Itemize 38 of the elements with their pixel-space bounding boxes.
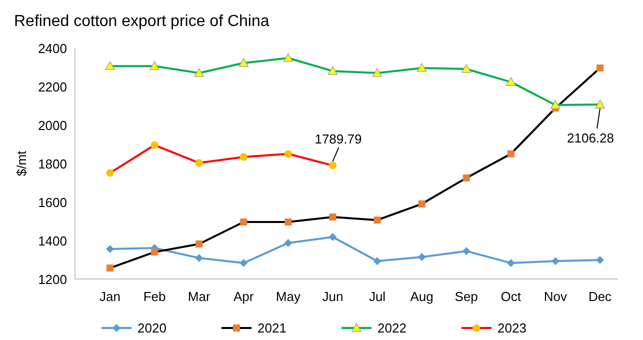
y-tick-label: 1400 xyxy=(38,234,67,248)
y-tick-label: 2400 xyxy=(38,41,67,56)
point xyxy=(284,239,292,248)
annotation: 1789.79 xyxy=(314,131,362,146)
y-tick-label: 1200 xyxy=(38,272,67,287)
y-tick-label: 1800 xyxy=(38,156,67,172)
x-tick-label: May xyxy=(276,289,301,304)
x-tick-label: Jan xyxy=(100,289,120,304)
chart-title: Refined cotton export price of China xyxy=(14,13,270,30)
x-tick-label: Jun xyxy=(322,289,344,304)
x-tick-label: Apr xyxy=(234,289,254,304)
x-tick-label: Oct xyxy=(500,289,522,304)
annotation: 2106.28 xyxy=(567,130,614,146)
point xyxy=(106,244,114,253)
x-tick-label: Jul xyxy=(368,289,386,304)
point xyxy=(373,257,382,266)
y-tick-label: 2200 xyxy=(38,80,67,94)
legend-label: 2020 xyxy=(138,320,166,336)
point xyxy=(418,253,426,262)
point xyxy=(506,259,515,268)
x-tick-label: Aug xyxy=(410,289,434,304)
legend-label: 2021 xyxy=(258,320,286,336)
point xyxy=(328,233,337,242)
legend-label: 2023 xyxy=(498,320,526,336)
point xyxy=(195,254,204,262)
y-axis-title: $/mt xyxy=(14,150,29,176)
point xyxy=(462,247,470,256)
x-tick-label: Sep xyxy=(454,289,478,304)
point xyxy=(240,259,248,268)
x-tick-label: Mar xyxy=(188,289,211,304)
x-tick-label: Feb xyxy=(143,289,166,304)
y-tick-label: 2000 xyxy=(38,118,67,133)
point xyxy=(596,256,604,264)
x-tick-label: Nov xyxy=(544,289,568,304)
legend-label: 2022 xyxy=(378,320,406,336)
x-tick-label: Dec xyxy=(588,289,612,304)
y-tick-label: 1600 xyxy=(38,195,67,210)
point xyxy=(551,257,560,266)
